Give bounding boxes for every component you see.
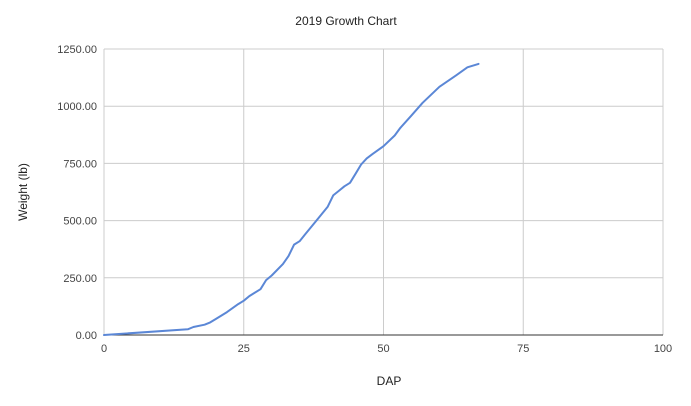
x-tick-label: 0 [101, 343, 107, 355]
x-tick-label: 25 [238, 343, 250, 355]
chart-title: 2019 Growth Chart [295, 14, 397, 28]
x-axis-label: DAP [377, 374, 402, 388]
y-tick-label: 0.00 [76, 330, 97, 342]
y-tick-label: 750.00 [63, 158, 97, 170]
y-tick-label: 1250.00 [57, 44, 97, 56]
x-tick-label: 75 [517, 343, 529, 355]
y-axis-ticks: 0.00 250.00 500.00 750.00 1000.00 1250.00 [57, 44, 97, 342]
x-axis-ticks: 0 25 50 75 100 [101, 343, 672, 355]
y-tick-label: 250.00 [63, 273, 97, 285]
y-tick-label: 1000.00 [57, 101, 97, 113]
y-axis-label: Weight (lb) [16, 163, 30, 221]
x-tick-label: 100 [654, 343, 672, 355]
weight-series-line [103, 62, 480, 336]
y-tick-label: 500.00 [63, 216, 97, 228]
x-tick-label: 50 [377, 343, 389, 355]
gridlines [103, 48, 664, 335]
